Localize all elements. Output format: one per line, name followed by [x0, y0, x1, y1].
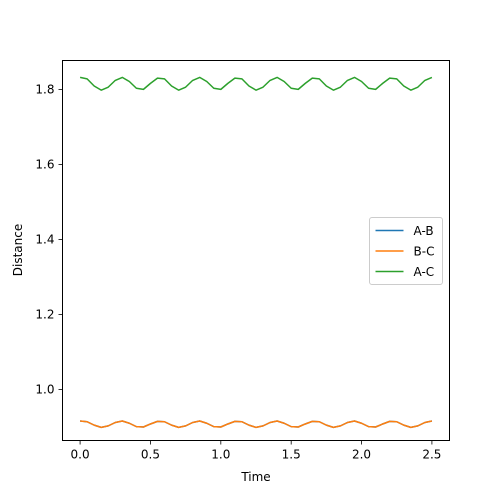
x-tick-label: 2.5	[422, 448, 441, 462]
x-tick-label: 0.0	[71, 448, 90, 462]
legend-label-a-c: A-C	[414, 265, 435, 279]
legend-label-b-c: B-C	[414, 245, 435, 259]
x-axis-label: Time	[240, 470, 270, 484]
x-tick-label: 1.5	[282, 448, 301, 462]
x-tick-label: 1.0	[211, 448, 230, 462]
y-tick-label: 1.8	[35, 82, 54, 96]
y-axis-label: Distance	[11, 224, 25, 276]
series-line-a-c	[79, 76, 433, 91]
y-tick-label: 1.2	[35, 307, 54, 321]
x-tick-label: 2.0	[352, 448, 371, 462]
legend: A-B B-C A-C	[369, 217, 443, 285]
legend-box	[369, 217, 443, 285]
series-layer	[79, 76, 433, 429]
y-tick-label: 1.4	[35, 232, 54, 246]
y-tick-label: 1.0	[35, 382, 54, 396]
plot-frame	[62, 60, 450, 441]
y-tick-label: 1.6	[35, 157, 54, 171]
legend-label-a-b: A-B	[414, 224, 434, 238]
series-line-b-c	[80, 420, 433, 429]
x-tick-label: 0.5	[141, 448, 160, 462]
ticks-layer: 0.0 0.5 1.0 1.5 2.0 2.5 1.0 1.2 1.4 1.6 1.8	[35, 82, 441, 461]
